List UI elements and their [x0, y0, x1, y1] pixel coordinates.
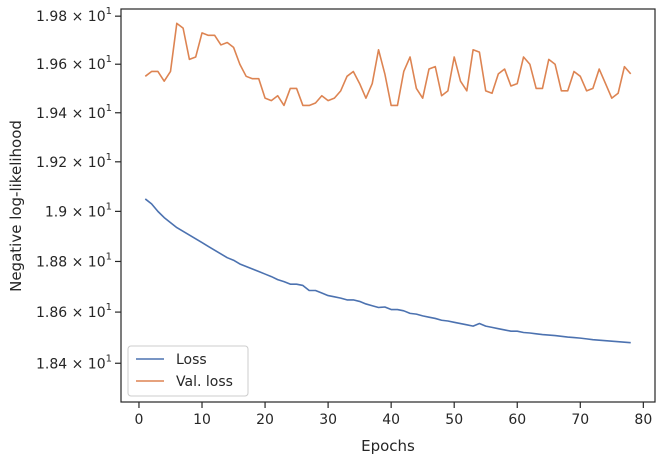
x-tick-label: 60	[508, 412, 526, 428]
y-tick-text: 1.94 × 101	[36, 103, 112, 122]
y-tick-label: 1.96 × 101	[36, 54, 112, 73]
legend: Loss Val. loss	[127, 345, 249, 397]
y-tick-label: 1.88 × 101	[36, 251, 112, 270]
legend-label-loss: Loss	[176, 352, 207, 368]
y-tick-label: 1.84 × 101	[36, 353, 112, 372]
y-tick-text: 1.88 × 101	[36, 251, 112, 270]
x-tick-label: 50	[445, 412, 463, 428]
x-axis-ticks: 0 10 20 30 40 50 60 70 80	[135, 402, 652, 428]
y-tick-label: 1.98 × 101	[36, 6, 112, 25]
y-tick-label: 1.92 × 101	[36, 152, 112, 171]
y-tick-text: 1.92 × 101	[36, 152, 112, 171]
y-tick-text: 1.98 × 101	[36, 6, 112, 25]
x-axis-label: Epochs	[361, 437, 415, 455]
legend-label-val-loss: Val. loss	[176, 374, 233, 390]
y-axis-label: Negative log-likelihood	[7, 120, 25, 292]
series-line-loss	[144, 198, 631, 344]
x-tick-label: 0	[135, 412, 144, 428]
x-tick-label: 20	[256, 412, 274, 428]
series-lines	[144, 22, 632, 344]
y-tick-text: 1.96 × 101	[36, 54, 112, 73]
y-tick-label: 1.9 × 101	[45, 201, 112, 220]
x-tick-label: 30	[319, 412, 337, 428]
axes-frame	[120, 8, 656, 403]
y-axis-ticks: 1.84 × 101 1.86 × 101 1.88 × 101 1.9 × 101 1…	[36, 6, 121, 372]
y-tick-label: 1.94 × 101	[36, 103, 112, 122]
y-tick-text: 1.86 × 101	[36, 302, 112, 321]
y-tick-text: 1.84 × 101	[36, 353, 112, 372]
x-tick-label: 80	[634, 412, 652, 428]
x-tick-label: 70	[571, 412, 589, 428]
y-tick-label: 1.86 × 101	[36, 302, 112, 321]
series-line-val-loss	[144, 22, 632, 107]
y-tick-text: 1.9 × 101	[45, 201, 112, 220]
x-tick-label: 10	[193, 412, 211, 428]
x-tick-label: 40	[382, 412, 400, 428]
